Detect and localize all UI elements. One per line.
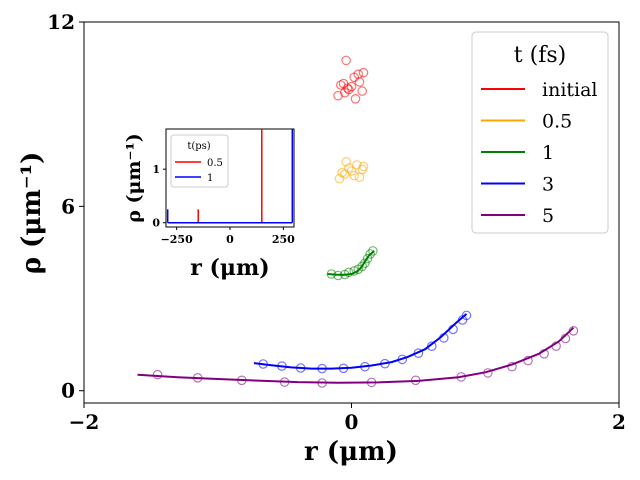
series-5-point [410,375,421,386]
series-initial-point [343,84,354,95]
series-5-point [366,377,377,388]
legend-label: 1 [542,142,554,164]
legend-label: 3 [542,174,554,196]
series-1-point [362,253,373,264]
series-initial-point [358,67,369,78]
series-initial-point [341,55,351,66]
series-5-point [523,355,533,366]
inset-legend-label: 1 [207,173,213,184]
inset-legend: t(ps) 0.51 [170,134,229,188]
series-1-point [326,269,337,279]
inset-legend-label: 0.5 [207,158,223,169]
series-0-5-point [349,170,359,181]
series-3-point [397,354,408,365]
series-initial-point [353,69,363,79]
main-y-tick-label: 0 [61,379,75,403]
series-1-point [343,267,354,278]
series-3-point [338,363,349,374]
series-0-5-point [354,172,365,182]
main-x-axis-label: r (μm) [304,437,398,467]
inset-legend-title: t(ps) [187,141,210,152]
inset-x-axis-label: r (μm) [190,255,269,281]
inset-y-tick-label: 0 [152,217,160,230]
series-3-point [258,359,268,369]
series-1-point [368,246,378,256]
series-5-point [456,372,466,382]
series-3-point [413,348,424,358]
legend-entries: initial 0.5 1 3 5 [481,79,598,227]
inset-x-tick-label: 0 [226,233,234,246]
series-0-5-point [339,169,350,179]
series-3-point [317,363,327,374]
series-1-point [365,249,375,259]
main-chart-layer: −2 0 2 0 6 12 [47,10,626,434]
inset-x-tick-label: −250 [161,233,194,246]
series-3-point [360,361,370,372]
legend-title: t (fs) [514,43,566,68]
main-x-tick-label: −2 [69,410,100,434]
series-3-point [438,333,449,343]
main-y-axis-label: ρ (μm⁻¹) [17,152,47,275]
series-5-point [192,372,203,383]
series-5-point [560,333,571,344]
series-5-point [539,348,549,359]
legend-label: initial [542,79,598,101]
legend-label: 0.5 [542,111,572,133]
series-1-point [333,270,343,281]
main-x-tick-label: 2 [612,410,626,434]
series-5-point [483,368,493,378]
inset-x-tick-label: 250 [272,233,295,246]
series-5-point [152,369,163,380]
series-5-point [551,341,561,351]
series-3-point [426,341,437,351]
main-x-tick-label: 0 [345,410,359,434]
series-5-point [279,377,290,387]
series-initial-point [350,94,361,104]
series-0-5-point [341,157,351,167]
series-3-point [380,358,390,369]
main-legend: t (fs) initial 0.5 1 3 5 [471,31,609,234]
series-5-point [317,378,327,388]
series-3-curve [253,313,468,370]
series-0-5-point [352,160,362,170]
series-1-point [357,261,367,272]
series-5-point [507,361,517,372]
main-y-tick-label: 12 [47,10,75,34]
legend-label: 5 [542,205,554,227]
series-5-curve [137,326,575,384]
series-3-point [277,361,287,371]
series-3-point [461,310,472,321]
inset-legend-entries: 0.51 [175,158,223,184]
series-5-point [237,375,247,386]
inset-y-axis-label: ρ (μm⁻¹) [123,133,145,223]
inset-y-tick-label: 1 [152,163,160,176]
series-0-5-point [358,161,369,172]
series-initial-point [346,81,357,92]
main-y-tick-label: 6 [61,194,75,218]
inset-legend-box [170,134,229,188]
series-initial-point [357,86,367,96]
series-5-point [568,325,579,336]
series-initial-point [338,78,349,89]
series-1-point [360,258,370,268]
series-3-point [448,324,458,335]
series-3-point [295,363,306,373]
